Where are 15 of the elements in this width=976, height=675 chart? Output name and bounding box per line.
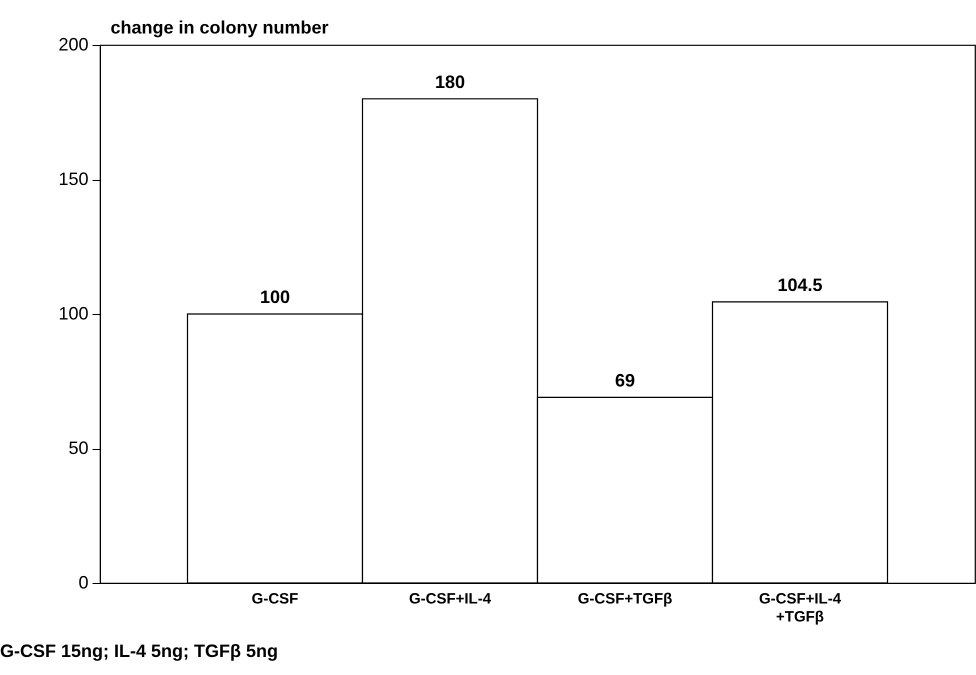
y-tick-label: 0 xyxy=(78,572,88,592)
text: G-CSF 15ng; IL-4 5ng; TGFβ 5ng xyxy=(0,641,278,661)
y-axis-title: change in colony number xyxy=(110,18,329,38)
data-label: 104.5 xyxy=(777,274,823,295)
data-label: 100 xyxy=(260,287,290,307)
y-tick-label: 50 xyxy=(68,438,88,458)
x-tick-label: G-CSF+IL-4 xyxy=(408,590,492,608)
x-tick-label: G-CSF+TGFβ xyxy=(578,590,672,608)
x-tick-label: G-CSF+IL-4 +TGFβ xyxy=(758,590,842,626)
y-tick-label: 200 xyxy=(58,34,88,54)
x-tick-label: G-CSF xyxy=(252,590,298,608)
data-label: 69 xyxy=(614,370,636,390)
y-tick-label: 150 xyxy=(58,169,88,189)
y-tick-label: 100 xyxy=(58,304,88,324)
data-label: 180 xyxy=(434,72,466,92)
